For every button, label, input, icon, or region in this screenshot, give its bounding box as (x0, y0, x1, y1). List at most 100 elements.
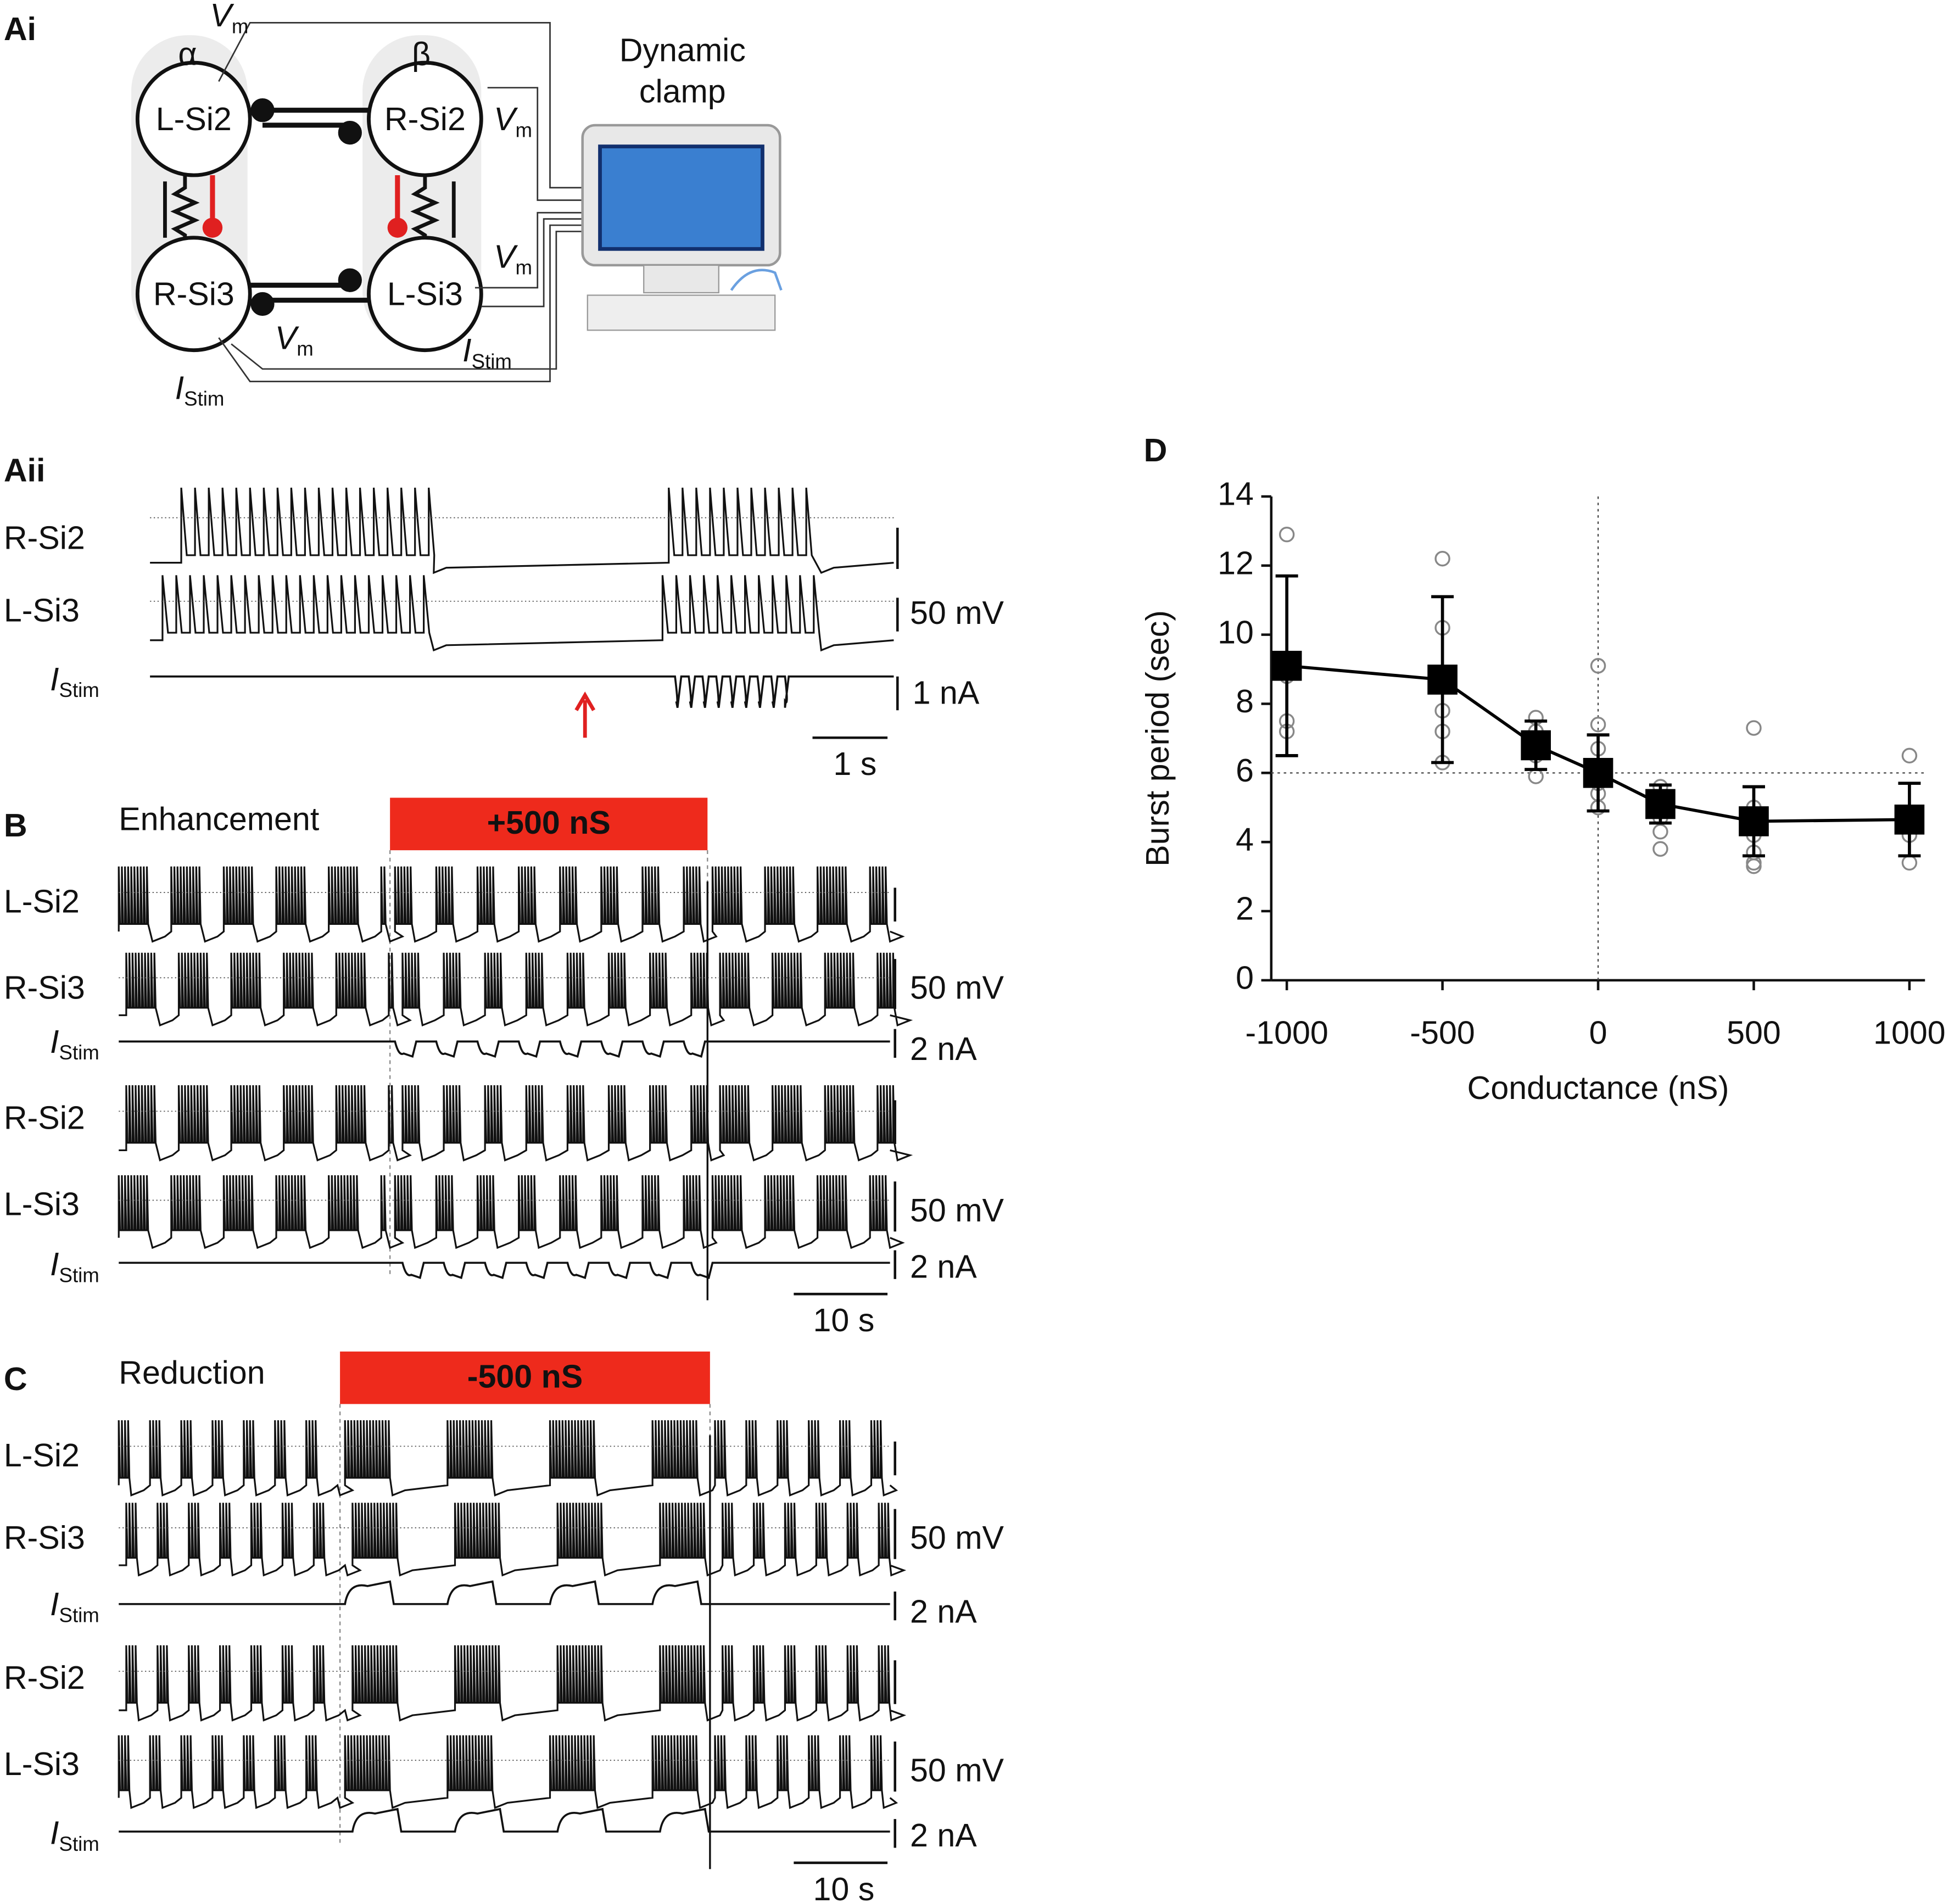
label: -500 nS (467, 1358, 583, 1395)
sub: m (516, 256, 533, 278)
main: I (50, 1814, 59, 1851)
main: V (494, 238, 518, 275)
y-tick-label: 0 (1236, 959, 1254, 996)
data-point (1652, 824, 1668, 840)
neuron-label: R-Si3 (153, 275, 234, 312)
y-axis-label: Burst period (sec) (1139, 610, 1176, 867)
electrical-synapse (170, 175, 200, 241)
electrical-synapse (410, 175, 440, 241)
trace-label: L-Si2 (4, 883, 80, 920)
main: I (50, 660, 59, 697)
main: V (494, 101, 518, 137)
neuron (367, 60, 483, 177)
y-tick-label: 14 (1218, 476, 1254, 512)
mean-marker (1521, 730, 1551, 761)
data-point (1746, 720, 1762, 736)
neuron (135, 60, 252, 177)
main: V (210, 0, 234, 34)
y-tick-label: 8 (1236, 683, 1254, 719)
trace (150, 487, 894, 574)
trace (119, 952, 913, 1026)
mean-marker (1583, 758, 1613, 788)
sub: Stim (184, 387, 224, 410)
data-point (1746, 858, 1762, 874)
sub: Stim (59, 1041, 99, 1064)
sub: Stim (59, 1833, 99, 1855)
trace-label: L-Si2 (4, 1437, 80, 1474)
trace (118, 1735, 898, 1809)
mean-marker (1894, 804, 1925, 835)
label: 2 nA (910, 1593, 977, 1629)
label: 2 nA (910, 1248, 977, 1285)
mean-marker (1427, 665, 1458, 695)
panel-label: B (4, 807, 27, 844)
synapse-dot (338, 120, 362, 145)
label: 1 nA (913, 674, 980, 711)
stim-trace (119, 1580, 890, 1605)
x-tick-label: 500 (1727, 1014, 1781, 1051)
trace-label: R-Si3 (4, 969, 85, 1006)
data-point (1434, 551, 1450, 567)
label: clamp (639, 73, 726, 110)
trace-label: L-Si3 (4, 1745, 80, 1782)
subscript-label: IStim (50, 660, 99, 701)
stim-bar (390, 797, 708, 851)
trace-label: R-Si2 (4, 1659, 85, 1696)
label: 50 mV (910, 1519, 1004, 1556)
stim-trace (119, 1262, 890, 1279)
sub: m (297, 337, 314, 360)
sub: m (232, 15, 249, 37)
data-point (1901, 747, 1918, 764)
neuron-label: L-Si2 (156, 101, 232, 137)
sub: m (516, 119, 533, 141)
label: 10 s (813, 1871, 874, 1903)
arrow (574, 691, 596, 738)
subscript-label: IStim (175, 369, 225, 410)
mouse-cable (730, 269, 783, 291)
trace (118, 1175, 905, 1249)
neuron (135, 236, 252, 353)
label: 1 s (833, 745, 876, 782)
data-point (1278, 526, 1295, 543)
keyboard (587, 294, 776, 331)
trace-label: L-Si3 (4, 591, 80, 628)
mean-marker (1271, 650, 1302, 681)
y-tick-label: 12 (1218, 544, 1254, 581)
subscript-label: IStim (462, 332, 512, 372)
x-tick-label: -500 (1410, 1014, 1475, 1051)
y-tick-label: 6 (1236, 752, 1254, 789)
panel-title: Enhancement (119, 800, 319, 837)
data-point (1590, 658, 1606, 674)
panel-title: Reduction (119, 1354, 265, 1391)
trace (118, 866, 905, 943)
stand (643, 264, 719, 294)
screen (598, 144, 764, 251)
label: 50 mV (910, 1752, 1004, 1789)
data-point (1652, 841, 1668, 857)
circuit-diagram (131, 21, 783, 382)
trace-label: R-Si2 (4, 519, 85, 556)
subscript-label: IStim (50, 1814, 99, 1855)
panel-label: Ai (4, 10, 36, 47)
subscript-label: Vm (210, 0, 248, 37)
synapse-dot (202, 217, 223, 238)
label: 50 mV (910, 1192, 1004, 1229)
x-tick-label: 1000 (1873, 1014, 1946, 1051)
panel-label: Aii (4, 451, 46, 488)
trace-label: L-Si3 (4, 1185, 80, 1222)
burst-period-chart: 0 2 4 6 8 10 12 14 -1000 -500 0 500 1000 Conductance … (1139, 476, 1946, 1106)
data-point (1590, 717, 1606, 733)
y-tick-label: 2 (1236, 890, 1254, 927)
stim-trace (119, 1040, 890, 1058)
stim-bar (340, 1351, 710, 1404)
stim-trace (150, 675, 894, 708)
trace (119, 1085, 913, 1162)
label: +500 nS (487, 804, 611, 841)
neuron (367, 236, 483, 353)
sub: Stim (59, 1264, 99, 1286)
stim-trace (119, 1807, 890, 1833)
main: I (175, 369, 184, 406)
x-tick-label: 0 (1589, 1014, 1607, 1051)
main: I (50, 1246, 59, 1282)
